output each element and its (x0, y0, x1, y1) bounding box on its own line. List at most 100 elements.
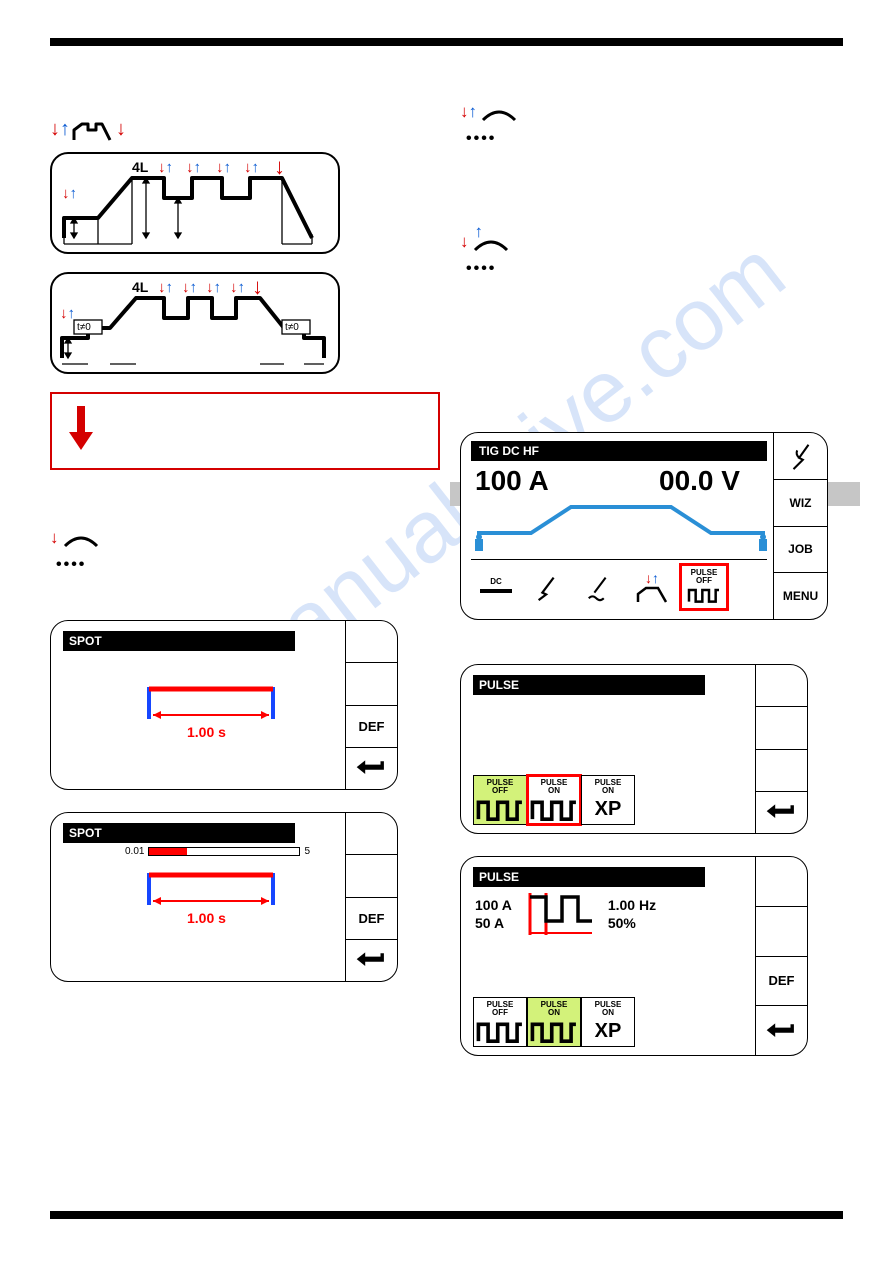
menu-button[interactable]: MENU (774, 573, 827, 619)
up-arrow-icon: ↓↑ (460, 102, 477, 122)
pulse-on-option[interactable]: PULSEON (527, 997, 581, 1047)
manual-page: manualshive.com ↓↑ ↓ 4L ↓↑ ↓↑ ↓↑ ↓↑ ↓↑ ↓ (0, 0, 893, 1263)
svg-text:t≠0: t≠0 (285, 322, 299, 333)
dots-icon: •••• (466, 130, 850, 148)
pulse-options: PULSEOFF PULSEON PULSEON XP (473, 997, 635, 1047)
svg-text:4L: 4L (132, 279, 149, 295)
svg-text:↓↑: ↓↑ (216, 159, 231, 176)
pulse-off-btn[interactable]: PULSEOFF (679, 563, 729, 611)
left-column: ↓↑ ↓ 4L ↓↑ ↓↑ ↓↑ ↓↑ ↓↑ ↓ (50, 84, 440, 1004)
spot-time-graphic: 1.00 s (141, 865, 291, 940)
right-column: ↓↑ •••• ↓ ↑ •••• TIG DC HF 100 A 00.0 V (460, 84, 850, 1078)
pulse-waveform (524, 891, 596, 937)
svg-text:↓: ↓ (274, 154, 285, 179)
range-track[interactable] (148, 847, 300, 856)
duty: 50% (608, 915, 656, 931)
pulse-screen-1: PULSE PULSEOFF PULSEON PUL (460, 664, 808, 834)
hf-mode-btn[interactable] (575, 563, 625, 611)
svg-text:↓↑: ↓↑ (206, 279, 221, 296)
job-button[interactable]: JOB (774, 527, 827, 574)
svg-text:↓: ↓ (252, 274, 263, 299)
def-button[interactable]: DEF (346, 898, 397, 940)
amp-high: 100 A (475, 897, 512, 913)
timing-diagram-1: 4L ↓↑ ↓↑ ↓↑ ↓↑ ↓↑ ↓ (50, 152, 340, 254)
amp-display: 100 A (475, 465, 549, 497)
screen-header: PULSE (473, 867, 705, 887)
svg-text:↓↑: ↓↑ (186, 159, 201, 176)
def-button[interactable]: DEF (346, 706, 397, 748)
tig-side-menu: WIZ JOB MENU (773, 433, 827, 619)
side-cell-blank[interactable] (346, 621, 397, 663)
svg-text:↓↑: ↓↑ (182, 279, 197, 296)
return-button[interactable] (346, 748, 397, 789)
svg-text:↓↑: ↓↑ (244, 159, 259, 176)
side-buttons: DEF (345, 621, 397, 789)
wiz-button[interactable]: WIZ (774, 480, 827, 527)
dc-mode-btn[interactable]: DC (471, 563, 521, 611)
arrows-icon: ↓↑ (50, 118, 70, 141)
svg-text:↓↑: ↓↑ (158, 159, 173, 176)
side-cell-blank[interactable] (346, 855, 397, 897)
down-arrow-icon: ↓ (460, 232, 469, 252)
svg-text:4L: 4L (132, 159, 149, 175)
svg-text:↓↑: ↓↑ (230, 279, 245, 296)
range-max: 5 (304, 846, 310, 857)
mode-icon-up: ↓↑ (460, 102, 850, 124)
trigger-mode-btn[interactable]: ↓↑ (627, 563, 677, 611)
screen-header: SPOT (63, 823, 295, 843)
spot-mode-icon: ↓ (50, 528, 440, 550)
return-button[interactable] (756, 792, 807, 833)
torch-icon[interactable] (774, 433, 827, 480)
side-cell-blank[interactable] (756, 665, 807, 707)
pulse-screen-2: PULSE 100 A 50 A 1.00 Hz 50% (460, 856, 808, 1056)
torch-mode-btn[interactable] (523, 563, 573, 611)
up-arrow-icon: ↑ (475, 222, 484, 242)
spot-time-graphic: 1.00 s (141, 679, 291, 754)
pulse-xp-option[interactable]: PULSEON XP (581, 775, 635, 825)
pulse-off-option[interactable]: PULSEOFF (473, 775, 527, 825)
mode-icon-up2: ↓ ↑ (460, 232, 850, 254)
pulse-xp-option[interactable]: PULSEON XP (581, 997, 635, 1047)
bottom-rule (50, 1211, 843, 1219)
def-button[interactable]: DEF (756, 957, 807, 1007)
arc-icon (479, 102, 519, 124)
side-cell-blank[interactable] (756, 750, 807, 792)
spot-screen-2: SPOT 0.01 5 DEF (50, 812, 398, 982)
dots-icon: •••• (56, 556, 440, 574)
top-rule (50, 38, 843, 46)
tig-header: TIG DC HF (471, 441, 767, 461)
down-arrow-icon: ↓ (50, 528, 59, 548)
return-button[interactable] (346, 940, 397, 981)
highlight-box (50, 392, 440, 470)
pulse-off-option[interactable]: PULSEOFF (473, 997, 527, 1047)
svg-text:t≠0: t≠0 (77, 322, 91, 333)
side-buttons: DEF (345, 813, 397, 981)
tig-main-screen: TIG DC HF 100 A 00.0 V WIZ JOB MENU DC (460, 432, 828, 620)
freq: 1.00 Hz (608, 897, 656, 913)
amp-low: 50 A (475, 915, 512, 931)
timing-diagram-2: 4L ↓↑ ↓↑ ↓↑ ↓↑ ↓↑ ↓ t≠0 t≠0 (50, 272, 340, 374)
svg-text:↓↑: ↓↑ (158, 279, 173, 296)
svg-text:1.00 s: 1.00 s (187, 724, 226, 740)
screen-header: PULSE (473, 675, 705, 695)
arrows-icon: ↓ (116, 118, 126, 141)
pulse-options: PULSEOFF PULSEON PULSEON XP (473, 775, 635, 825)
dotted-arc-icon (61, 528, 101, 550)
side-cell-blank[interactable] (756, 857, 807, 907)
svg-text:1.00 s: 1.00 s (187, 910, 226, 926)
dots-icon: •••• (466, 260, 850, 278)
big-down-arrow-icon (66, 404, 96, 454)
mode-icon-4l: ↓↑ ↓ (50, 118, 440, 144)
tig-waveform (471, 497, 767, 557)
range-min: 0.01 (125, 846, 144, 857)
wave-small-icon (72, 118, 114, 144)
side-cell-blank[interactable] (346, 813, 397, 855)
side-cell-blank[interactable] (346, 663, 397, 705)
svg-text:↓↑: ↓↑ (62, 185, 77, 202)
side-cell-blank[interactable] (756, 907, 807, 957)
side-cell-blank[interactable] (756, 707, 807, 749)
pulse-on-option[interactable]: PULSEON (527, 775, 581, 825)
side-buttons (755, 665, 807, 833)
return-button[interactable] (756, 1006, 807, 1055)
screen-header: SPOT (63, 631, 295, 651)
